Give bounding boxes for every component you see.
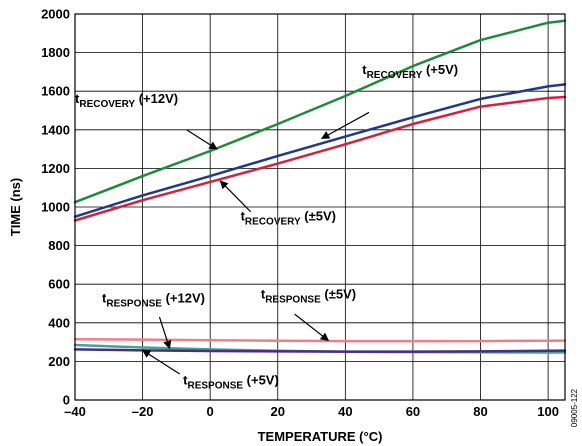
annotation-label: tRESPONSE (+12V) [102,291,205,310]
annotation-arrow [294,313,330,342]
y-tick-label: 400 [48,315,70,330]
x-tick-label: 80 [473,404,487,419]
y-tick-label: 2000 [41,7,70,22]
y-tick-label: 800 [48,238,70,253]
tick-labels: 0200400600800100012001400160018002000–40… [41,7,559,420]
annotation-label: tRESPONSE (+5V) [183,373,279,392]
y-tick-label: 600 [48,277,70,292]
x-tick-label: 60 [406,404,420,419]
annotation-arrow [158,316,172,350]
series-line [73,19,567,204]
x-tick-label: –40 [64,404,86,419]
annotation-arrow [320,111,370,140]
annotation-arrow [219,180,252,213]
x-axis-label: TEMPERATURE (°C) [258,429,383,444]
figure-id: 09005-122 [570,388,579,427]
series-line [73,83,567,218]
x-tick-label: 100 [537,404,559,419]
x-tick-label: 40 [338,404,352,419]
plot-frame [74,13,566,401]
x-tick-label: 20 [271,404,285,419]
annotation-label: tRECOVERY (+5V) [362,62,458,81]
series-line [73,95,567,222]
annotation-label: tRECOVERY (±5V) [241,209,336,228]
annotations: tRECOVERY (+5V) tRECOVERY (+12V) tRECOVERY… [75,62,458,392]
y-tick-label: 0 [63,393,70,408]
annotation-label: tRESPONSE (±5V) [261,287,356,306]
y-tick-label: 1800 [41,45,70,60]
x-tick-label: –20 [132,404,154,419]
y-tick-label: 1000 [41,200,70,215]
y-axis-label: TIME (ns) [8,178,23,237]
series-line [73,337,567,343]
annotation-arrow [186,129,218,150]
y-tick-label: 1400 [41,122,70,137]
y-tick-label: 200 [48,354,70,369]
annotation-label: tRECOVERY (+12V) [75,91,178,110]
annotation-arrow [141,349,181,375]
series-line [73,348,567,353]
y-tick-label: 1600 [41,84,70,99]
y-tick-label: 1200 [41,161,70,176]
x-tick-label: 0 [207,404,214,419]
